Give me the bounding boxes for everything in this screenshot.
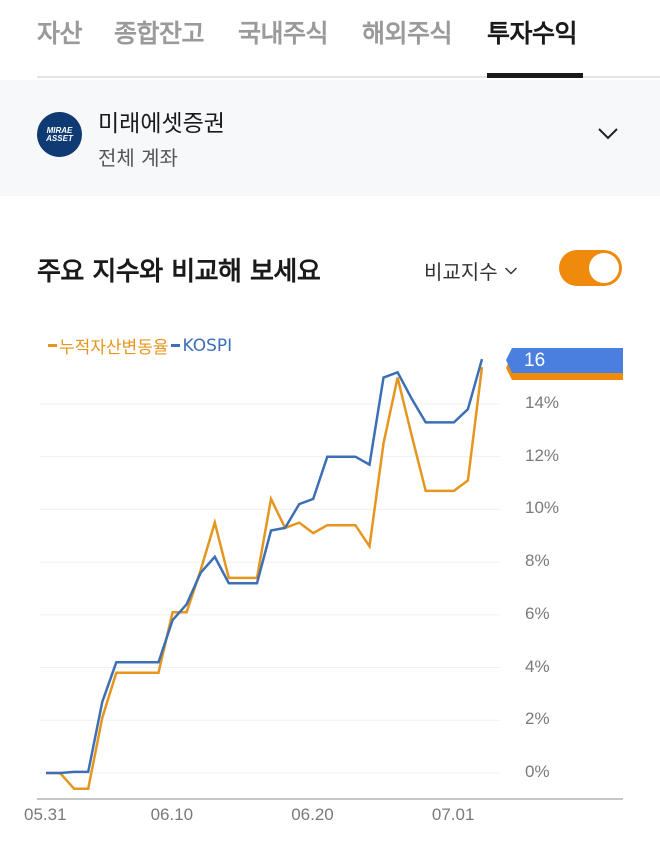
y-tick-label: 14%: [525, 392, 560, 412]
x-tick-label: 06.10: [150, 805, 194, 824]
series-line-kospi: [46, 358, 484, 775]
section-title: 주요 지수와 비교해 보세요: [37, 257, 321, 287]
tab-investment-returns[interactable]: 투자수익: [487, 19, 578, 48]
y-tick-label: 2%: [525, 709, 550, 729]
chevron-down-icon[interactable]: [596, 126, 620, 142]
logo-text-line2: ASSET: [46, 133, 73, 143]
legend-swatch-kospi: [171, 344, 181, 347]
chevron-down-icon: [504, 266, 517, 275]
account-selector[interactable]: MIRAE ASSET 미래에셋증권 전체 계좌: [0, 80, 660, 196]
legend-label-kospi: KOSPI: [182, 335, 233, 356]
tab-overseas-stocks[interactable]: 해외주식: [362, 19, 453, 48]
tab-domestic-stocks[interactable]: 국내주식: [238, 19, 329, 48]
series-line-asset: [46, 366, 484, 791]
compare-index-label: 비교지수: [424, 260, 498, 284]
compare-toggle[interactable]: [559, 250, 622, 286]
tab-divider: [37, 76, 660, 78]
account-subtitle: 전체 계좌: [98, 146, 178, 170]
y-tick-label: 4%: [525, 656, 550, 676]
legend-swatch-asset: [48, 344, 57, 347]
toggle-knob: [589, 253, 619, 283]
legend-label-asset: 누적자산변동율: [59, 338, 169, 358]
chart-legend: 누적자산변동율 KOSPI: [48, 333, 235, 358]
y-tick-label: 12%: [525, 445, 560, 465]
logo-text-line1: MIRAE: [46, 125, 73, 135]
top-tab-bar: 자산 종합잔고 국내주식 해외주식 투자수익: [0, 0, 660, 80]
y-tick-label: 8%: [525, 551, 550, 571]
y-tick-label: 6%: [525, 603, 550, 623]
mirae-asset-logo: MIRAE ASSET: [37, 112, 82, 157]
x-tick-label: 05.31: [24, 805, 67, 824]
tab-total-balance[interactable]: 종합잔고: [114, 19, 205, 48]
y-tick-label: 0%: [525, 762, 550, 781]
active-tab-indicator: [487, 73, 583, 78]
compare-index-dropdown[interactable]: 비교지수: [424, 256, 518, 285]
end-value-callout: 16: [524, 350, 546, 371]
x-tick-label: 06.20: [291, 805, 334, 824]
tab-assets[interactable]: 자산: [37, 19, 83, 48]
account-name: 미래에셋증권: [98, 111, 225, 137]
y-tick-label: 10%: [525, 498, 560, 518]
x-tick-label: 07.01: [431, 805, 475, 824]
